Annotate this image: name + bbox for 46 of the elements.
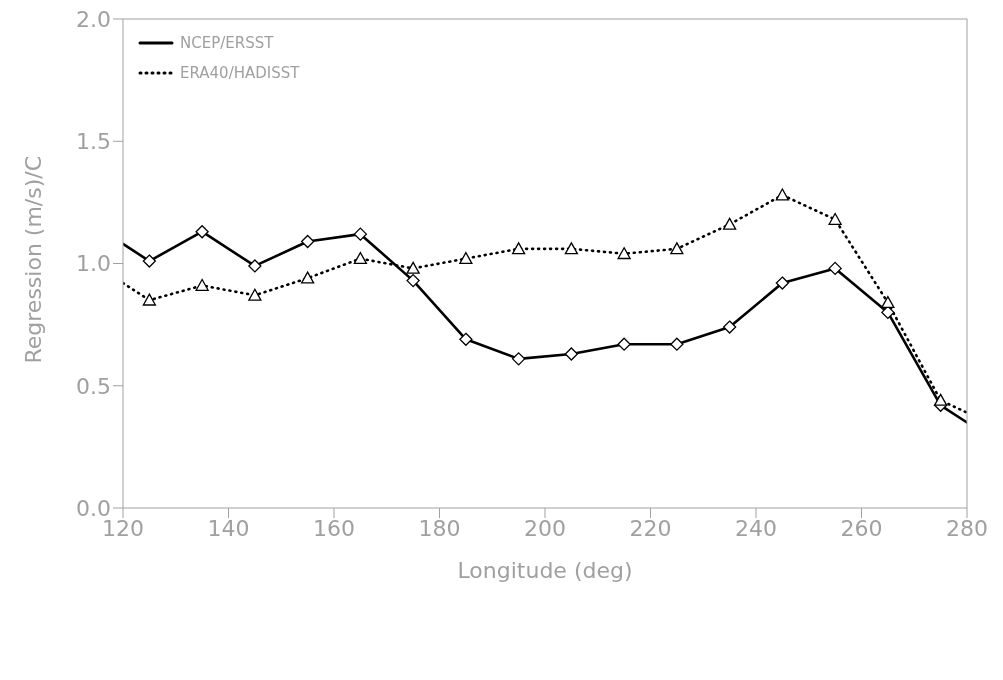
point <box>881 295 895 309</box>
point <box>511 242 526 255</box>
x-tick-label: 260 <box>840 515 883 541</box>
point <box>300 271 315 284</box>
x-tick-label: 220 <box>629 515 672 541</box>
x-tick-label: 140 <box>207 515 250 541</box>
x-axis-title: Longitude (deg) <box>457 558 633 583</box>
y-tick-label: 1.0 <box>76 251 111 277</box>
point <box>722 217 737 230</box>
point <box>670 242 684 255</box>
point <box>406 273 420 288</box>
point <box>617 247 631 260</box>
point <box>459 332 473 346</box>
legend-label: NCEP/ERSST <box>180 33 274 54</box>
point <box>617 337 631 351</box>
point <box>670 337 684 351</box>
point <box>775 276 790 290</box>
point <box>511 352 526 366</box>
x-tick-label: 280 <box>946 515 988 541</box>
point <box>459 251 473 265</box>
y-axis-title: Regression (m/s)/C <box>20 155 46 364</box>
point <box>775 188 790 201</box>
point <box>300 234 315 249</box>
point <box>828 212 842 225</box>
y-tick-label: 1.5 <box>76 129 111 155</box>
point <box>195 278 209 291</box>
x-tick-label: 200 <box>524 515 566 541</box>
point <box>564 242 579 255</box>
x-tick-label: 180 <box>418 515 461 541</box>
point <box>353 251 368 265</box>
y-tick-label: 2.0 <box>76 6 111 32</box>
point <box>195 225 209 239</box>
point <box>722 320 737 334</box>
y-tick-label: 0.5 <box>76 373 111 399</box>
x-tick-label: 240 <box>735 515 777 541</box>
point <box>564 347 579 361</box>
point <box>248 259 262 273</box>
point <box>828 261 842 276</box>
point <box>406 261 420 274</box>
point <box>353 227 368 241</box>
point <box>142 254 157 268</box>
point <box>142 293 157 306</box>
legend-label: ERA40/HADISST <box>180 63 300 84</box>
x-tick-label: 160 <box>313 515 355 541</box>
point <box>248 288 262 301</box>
point <box>933 393 948 406</box>
